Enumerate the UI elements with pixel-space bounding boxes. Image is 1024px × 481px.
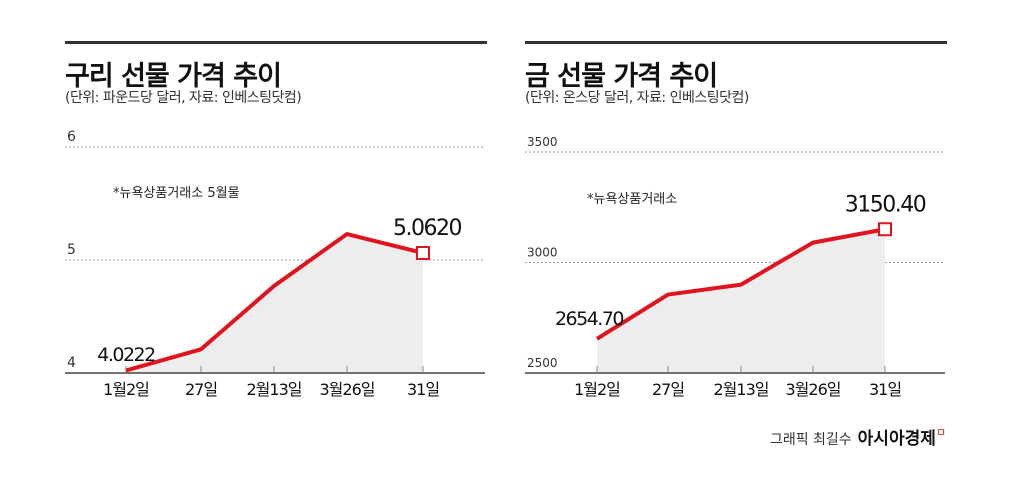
last-value-label: 5.0620	[393, 216, 461, 241]
x-tick-label: 3월26일	[320, 380, 375, 399]
brand-mark: ㅁ	[935, 426, 946, 439]
y-tick-label: 2500	[527, 356, 558, 370]
chart-subtitle: (단위: 파운드당 달러, 자료: 인베스팅닷컴)	[65, 90, 302, 106]
x-tick-label: 31일	[407, 380, 439, 399]
credit-text: 그래픽 최길수	[769, 432, 852, 448]
x-tick-label: 27일	[652, 380, 684, 399]
chart-note: *뉴욕상품거래소 5월물	[113, 186, 240, 201]
x-tick-label: 3월26일	[786, 380, 841, 399]
gold-panel: 금 선물 가격 추이 (단위: 온스당 달러, 자료: 인베스팅닷컴) 2500…	[525, 0, 955, 420]
x-tick-label: 1월2일	[574, 380, 620, 399]
first-value-label: 2654.70	[555, 308, 623, 330]
last-point-marker	[878, 222, 892, 237]
y-tick-label: 4	[67, 355, 76, 371]
copper-chart: 4 5 6 1월2일 27일 2월13일 3월26일 31일 5.0620 4.0222 *뉴욕상품…	[65, 129, 485, 399]
x-tick-label: 2월13일	[714, 380, 769, 399]
x-tick-label: 27일	[185, 380, 217, 399]
top-rule	[525, 41, 947, 44]
top-rule	[65, 41, 487, 44]
gold-chart: 2500 3000 3500 1월2일 27일 2월13일 3월26일 31일 3150.40 2…	[525, 135, 945, 399]
y-tick-label: 6	[67, 129, 76, 145]
chart-title: 금 선물 가격 추이	[525, 61, 718, 92]
credit: 그래픽 최길수 아시아경제ㅁ	[770, 424, 946, 449]
y-tick-label: 3500	[527, 135, 558, 149]
chart-title: 구리 선물 가격 추이	[65, 61, 282, 92]
x-tick-label: 1월2일	[103, 380, 149, 399]
y-tick-label: 5	[67, 242, 76, 258]
first-value-label: 4.0222	[97, 344, 155, 366]
area-fill	[126, 234, 423, 373]
x-tick-label: 2월13일	[247, 380, 302, 399]
x-tick-label: 31일	[869, 380, 901, 399]
last-point-marker	[416, 245, 430, 260]
chart-subtitle: (단위: 온스당 달러, 자료: 인베스팅닷컴)	[525, 90, 749, 106]
area-fill	[597, 229, 885, 373]
last-value-label: 3150.40	[845, 192, 926, 217]
brand-logo: 아시아경제	[857, 429, 936, 449]
y-tick-label: 3000	[527, 246, 558, 260]
chart-note: *뉴욕상품거래소	[587, 192, 677, 207]
copper-panel: 구리 선물 가격 추이 (단위: 파운드당 달러, 자료: 인베스팅닷컴) 4 5…	[65, 0, 495, 420]
